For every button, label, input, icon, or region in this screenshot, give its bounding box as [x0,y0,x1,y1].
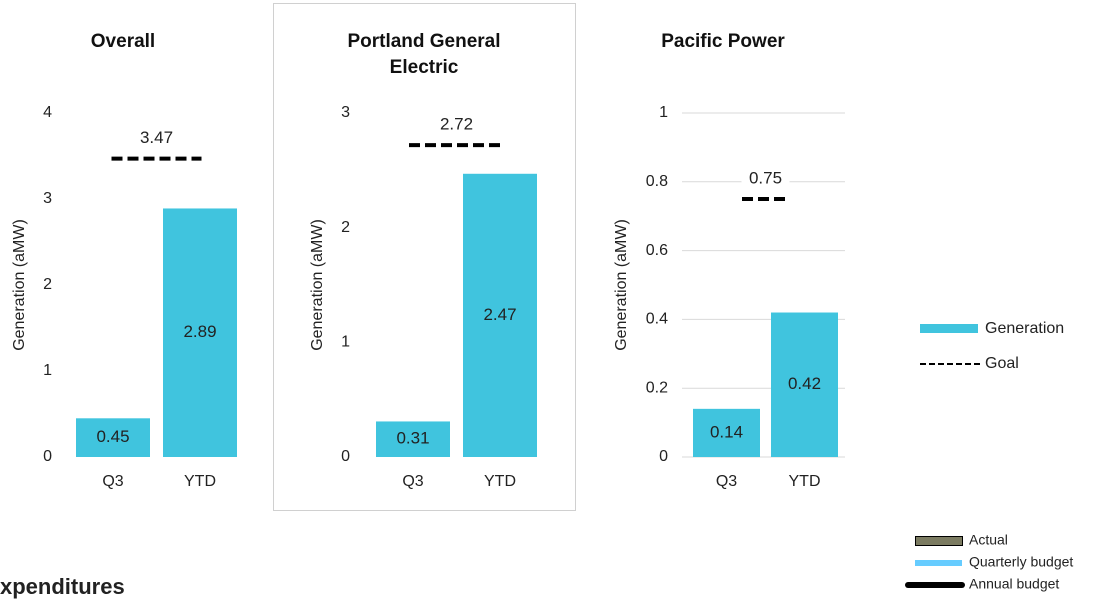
bar [76,418,150,457]
legend-swatch [920,324,978,333]
legend-label: Actual [969,532,1008,548]
y-tick-label: 1 [43,362,52,379]
panel-border [273,3,576,511]
goal-label: 0.75 [749,168,782,187]
legend-swatch [915,560,962,566]
y-axis-label: Generation (aMW) [613,219,630,351]
y-tick-label: 3 [43,190,52,207]
goal-label: 3.47 [140,128,173,147]
y-tick-label: 2 [43,276,52,293]
goal-label-bg [741,168,790,188]
bar [771,312,838,457]
y-axis-label: Generation (aMW) [11,219,28,351]
y-tick-label: 0 [43,448,52,465]
goal-label: 2.72 [440,115,473,134]
legend-label: Annual budget [969,576,1059,592]
y-tick-label: 2 [341,219,350,236]
value-label: 0.45 [96,427,129,446]
goal-label-bg [432,114,481,135]
y-tick-label: 0.8 [646,173,668,190]
y-tick-label: 4 [43,104,52,121]
chart-title: Pacific Power [661,31,785,52]
x-tick-label: YTD [789,473,821,490]
value-label: 0.42 [788,374,821,393]
legend-swatch [915,536,963,546]
y-tick-label: 0.6 [646,242,668,259]
x-tick-label: YTD [484,473,516,490]
y-tick-label: 1 [341,334,350,351]
bar [163,208,237,457]
legend-label: Goal [985,355,1019,372]
heading: xpenditures [0,574,125,599]
bar [693,408,760,457]
goal-label-bg [132,127,181,148]
y-tick-label: 0 [341,448,350,465]
bar [376,421,450,457]
value-label: 2.47 [483,305,516,324]
y-tick-label: 0.4 [646,311,668,328]
bar [463,173,537,458]
y-tick-label: 0.2 [646,379,668,396]
y-axis-label: Generation (aMW) [309,219,326,351]
y-tick-label: 0 [659,448,668,465]
x-tick-label: Q3 [402,473,423,490]
value-label: 0.14 [710,422,743,441]
chart-title: Portland General Electric [347,31,501,78]
y-tick-label: 1 [659,104,668,121]
legend-label: Generation [985,320,1064,337]
value-label: 2.89 [183,322,216,341]
x-tick-label: Q3 [716,473,737,490]
x-tick-label: Q3 [102,473,123,490]
y-tick-label: 3 [341,104,350,121]
value-label: 0.31 [396,429,429,448]
x-tick-label: YTD [184,473,216,490]
chart-title: Overall [90,31,156,52]
legend-label: Quarterly budget [969,554,1073,570]
